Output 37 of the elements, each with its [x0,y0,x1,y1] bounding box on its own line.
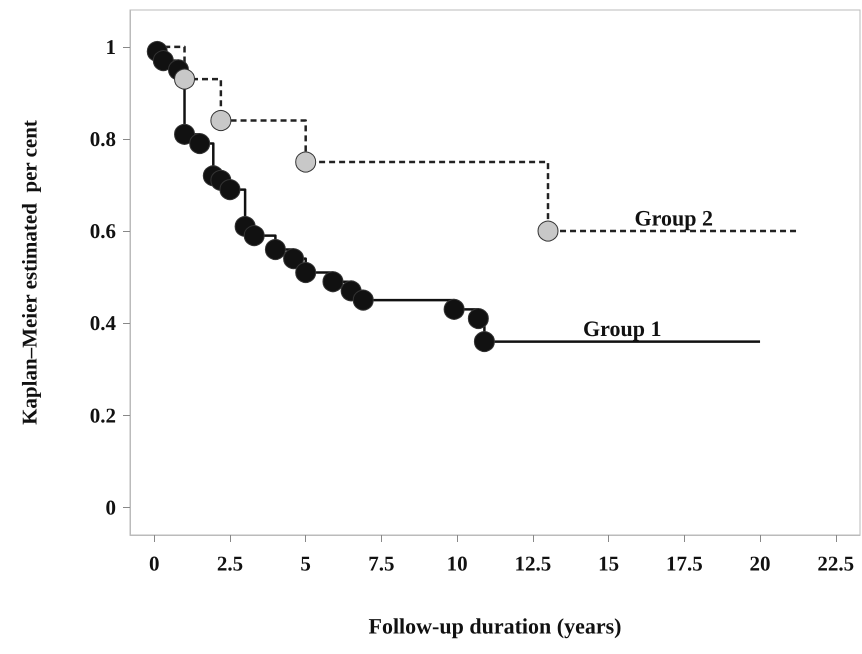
x-tick-label: 0 [148,552,160,576]
point [219,179,240,200]
y-tick-label: 1 [106,34,116,59]
point [295,151,316,172]
y-tick-label: 0.8 [90,126,116,151]
point [244,225,265,246]
x-tick-label: 5 [300,552,311,576]
x-tick-label: 12.5 [514,552,552,576]
point [283,248,304,270]
x-tick-label: 2.5 [216,552,244,576]
point [210,110,232,132]
point [295,262,316,283]
point [322,271,344,292]
x-axis-title: Follow-up duration (years) [368,614,622,638]
y-axis-title: Kaplan–Meier estimated per cent [18,120,42,425]
y-tick-label: 0.6 [90,219,116,244]
x-tick-label: 10 [446,552,468,576]
point [444,298,465,320]
series-label: Group 2 [634,206,713,231]
point [174,68,196,90]
y-tick-label: 0 [106,495,116,520]
y-tick-label: 0.2 [90,403,116,428]
x-tick-label: 7.5 [368,552,395,576]
point [264,238,286,260]
series-label: Group 1 [582,316,662,342]
point [189,133,210,154]
point [474,331,495,352]
x-tick-label: 17.5 [666,552,703,576]
x-tick-label: 20 [750,552,771,576]
point [538,220,559,242]
point [174,124,196,145]
x-tick-label: 22.5 [817,552,854,576]
x-tick-label: 15 [598,552,620,576]
point [468,308,489,330]
y-tick-label: 0.4 [90,311,116,336]
point [152,50,174,72]
point [352,290,374,311]
